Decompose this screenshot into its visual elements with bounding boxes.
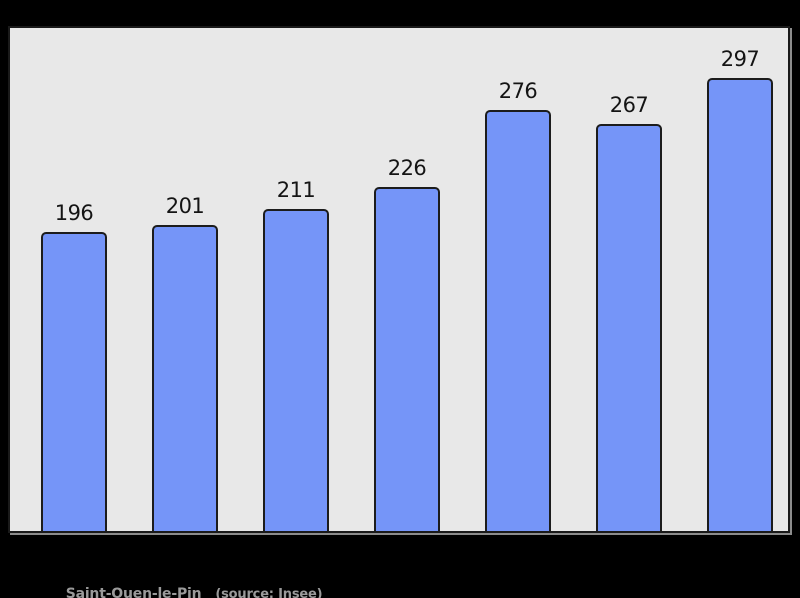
bar-value-label: 297 — [720, 47, 760, 71]
bar-value-label: 196 — [54, 201, 94, 225]
bar[interactable] — [41, 232, 107, 531]
bar[interactable] — [485, 110, 551, 531]
bar[interactable] — [152, 225, 218, 531]
bar-group: 276 — [485, 74, 551, 531]
bar-group: 196 — [41, 196, 107, 531]
bar[interactable] — [374, 187, 440, 531]
bar-value-label: 267 — [609, 93, 649, 117]
plot-area: 196 201 211 226 276 267 297 — [10, 28, 788, 531]
caption-source: (source: Insee) — [215, 587, 323, 598]
bar-group: 201 — [152, 189, 218, 531]
bar-group: 226 — [374, 151, 440, 531]
plot-frame: 196 201 211 226 276 267 297 — [8, 26, 790, 533]
bar-value-label: 201 — [165, 194, 205, 218]
bar[interactable] — [707, 78, 773, 531]
bar-value-label: 276 — [498, 79, 538, 103]
bar-value-label: 226 — [387, 156, 427, 180]
bar-group: 211 — [263, 173, 329, 531]
chart-caption: Saint-Ouen-le-Pin (source: Insee) — [47, 570, 323, 598]
bar[interactable] — [596, 124, 662, 531]
bar-group: 297 — [707, 42, 773, 531]
bar[interactable] — [263, 209, 329, 531]
caption-place: Saint-Ouen-le-Pin — [65, 586, 202, 598]
bar-value-label: 211 — [276, 178, 316, 202]
bar-group: 267 — [596, 88, 662, 531]
